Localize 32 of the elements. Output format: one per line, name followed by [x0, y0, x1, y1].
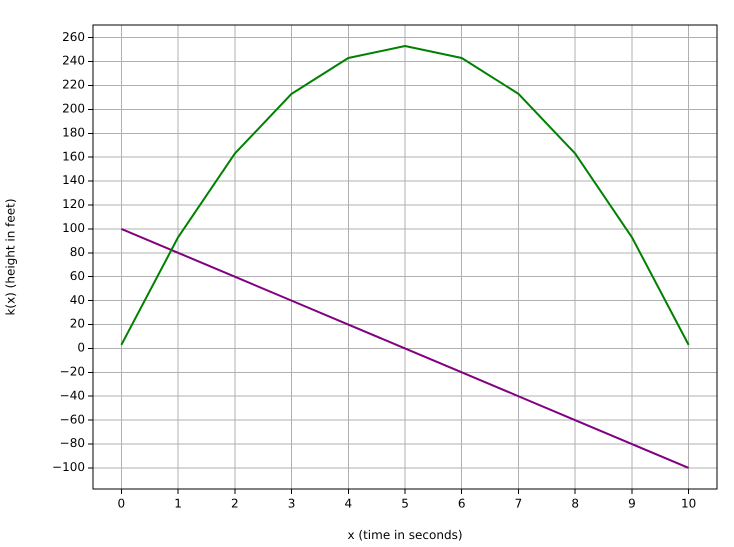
y-tick-label: 160: [62, 149, 85, 164]
y-tick-label: 80: [70, 244, 85, 259]
y-tick-label: 220: [62, 78, 85, 92]
x-tick-label: 7: [514, 496, 522, 510]
y-tick-label: 40: [70, 292, 85, 307]
y-tick-label: 200: [62, 102, 85, 116]
x-tick-label: 3: [288, 496, 296, 510]
y-tick-label: −40: [60, 388, 85, 402]
x-tick-label: 1: [174, 496, 182, 510]
y-tick-label: 60: [70, 268, 85, 283]
y-tick-label: 140: [62, 173, 85, 188]
y-tick-label: 260: [62, 30, 85, 44]
x-tick-label: 10: [680, 496, 696, 510]
y-tick-label: −80: [60, 436, 85, 450]
x-tick-label: 9: [628, 496, 636, 510]
x-tick-label: 4: [344, 496, 352, 510]
y-tick-label: 120: [62, 197, 85, 212]
y-axis-title: k(x) (height in feet): [3, 198, 18, 316]
y-tick-label: 240: [62, 54, 85, 68]
y-tick-label: −60: [60, 412, 85, 426]
x-tick-label: 8: [571, 496, 579, 510]
y-tick-label: 180: [62, 125, 85, 140]
y-tick-label: 100: [62, 221, 85, 236]
x-tick-label: 6: [458, 496, 466, 510]
x-tick-label: 0: [118, 496, 126, 510]
x-tick-label: 2: [231, 496, 239, 510]
y-tick-label: 20: [70, 316, 85, 331]
x-axis-title: x (time in seconds): [347, 528, 463, 542]
y-tick-label: 0: [77, 340, 85, 355]
x-tick-label: 5: [401, 496, 409, 510]
y-tick-label: −100: [52, 460, 85, 474]
y-tick-label: −20: [60, 364, 85, 378]
